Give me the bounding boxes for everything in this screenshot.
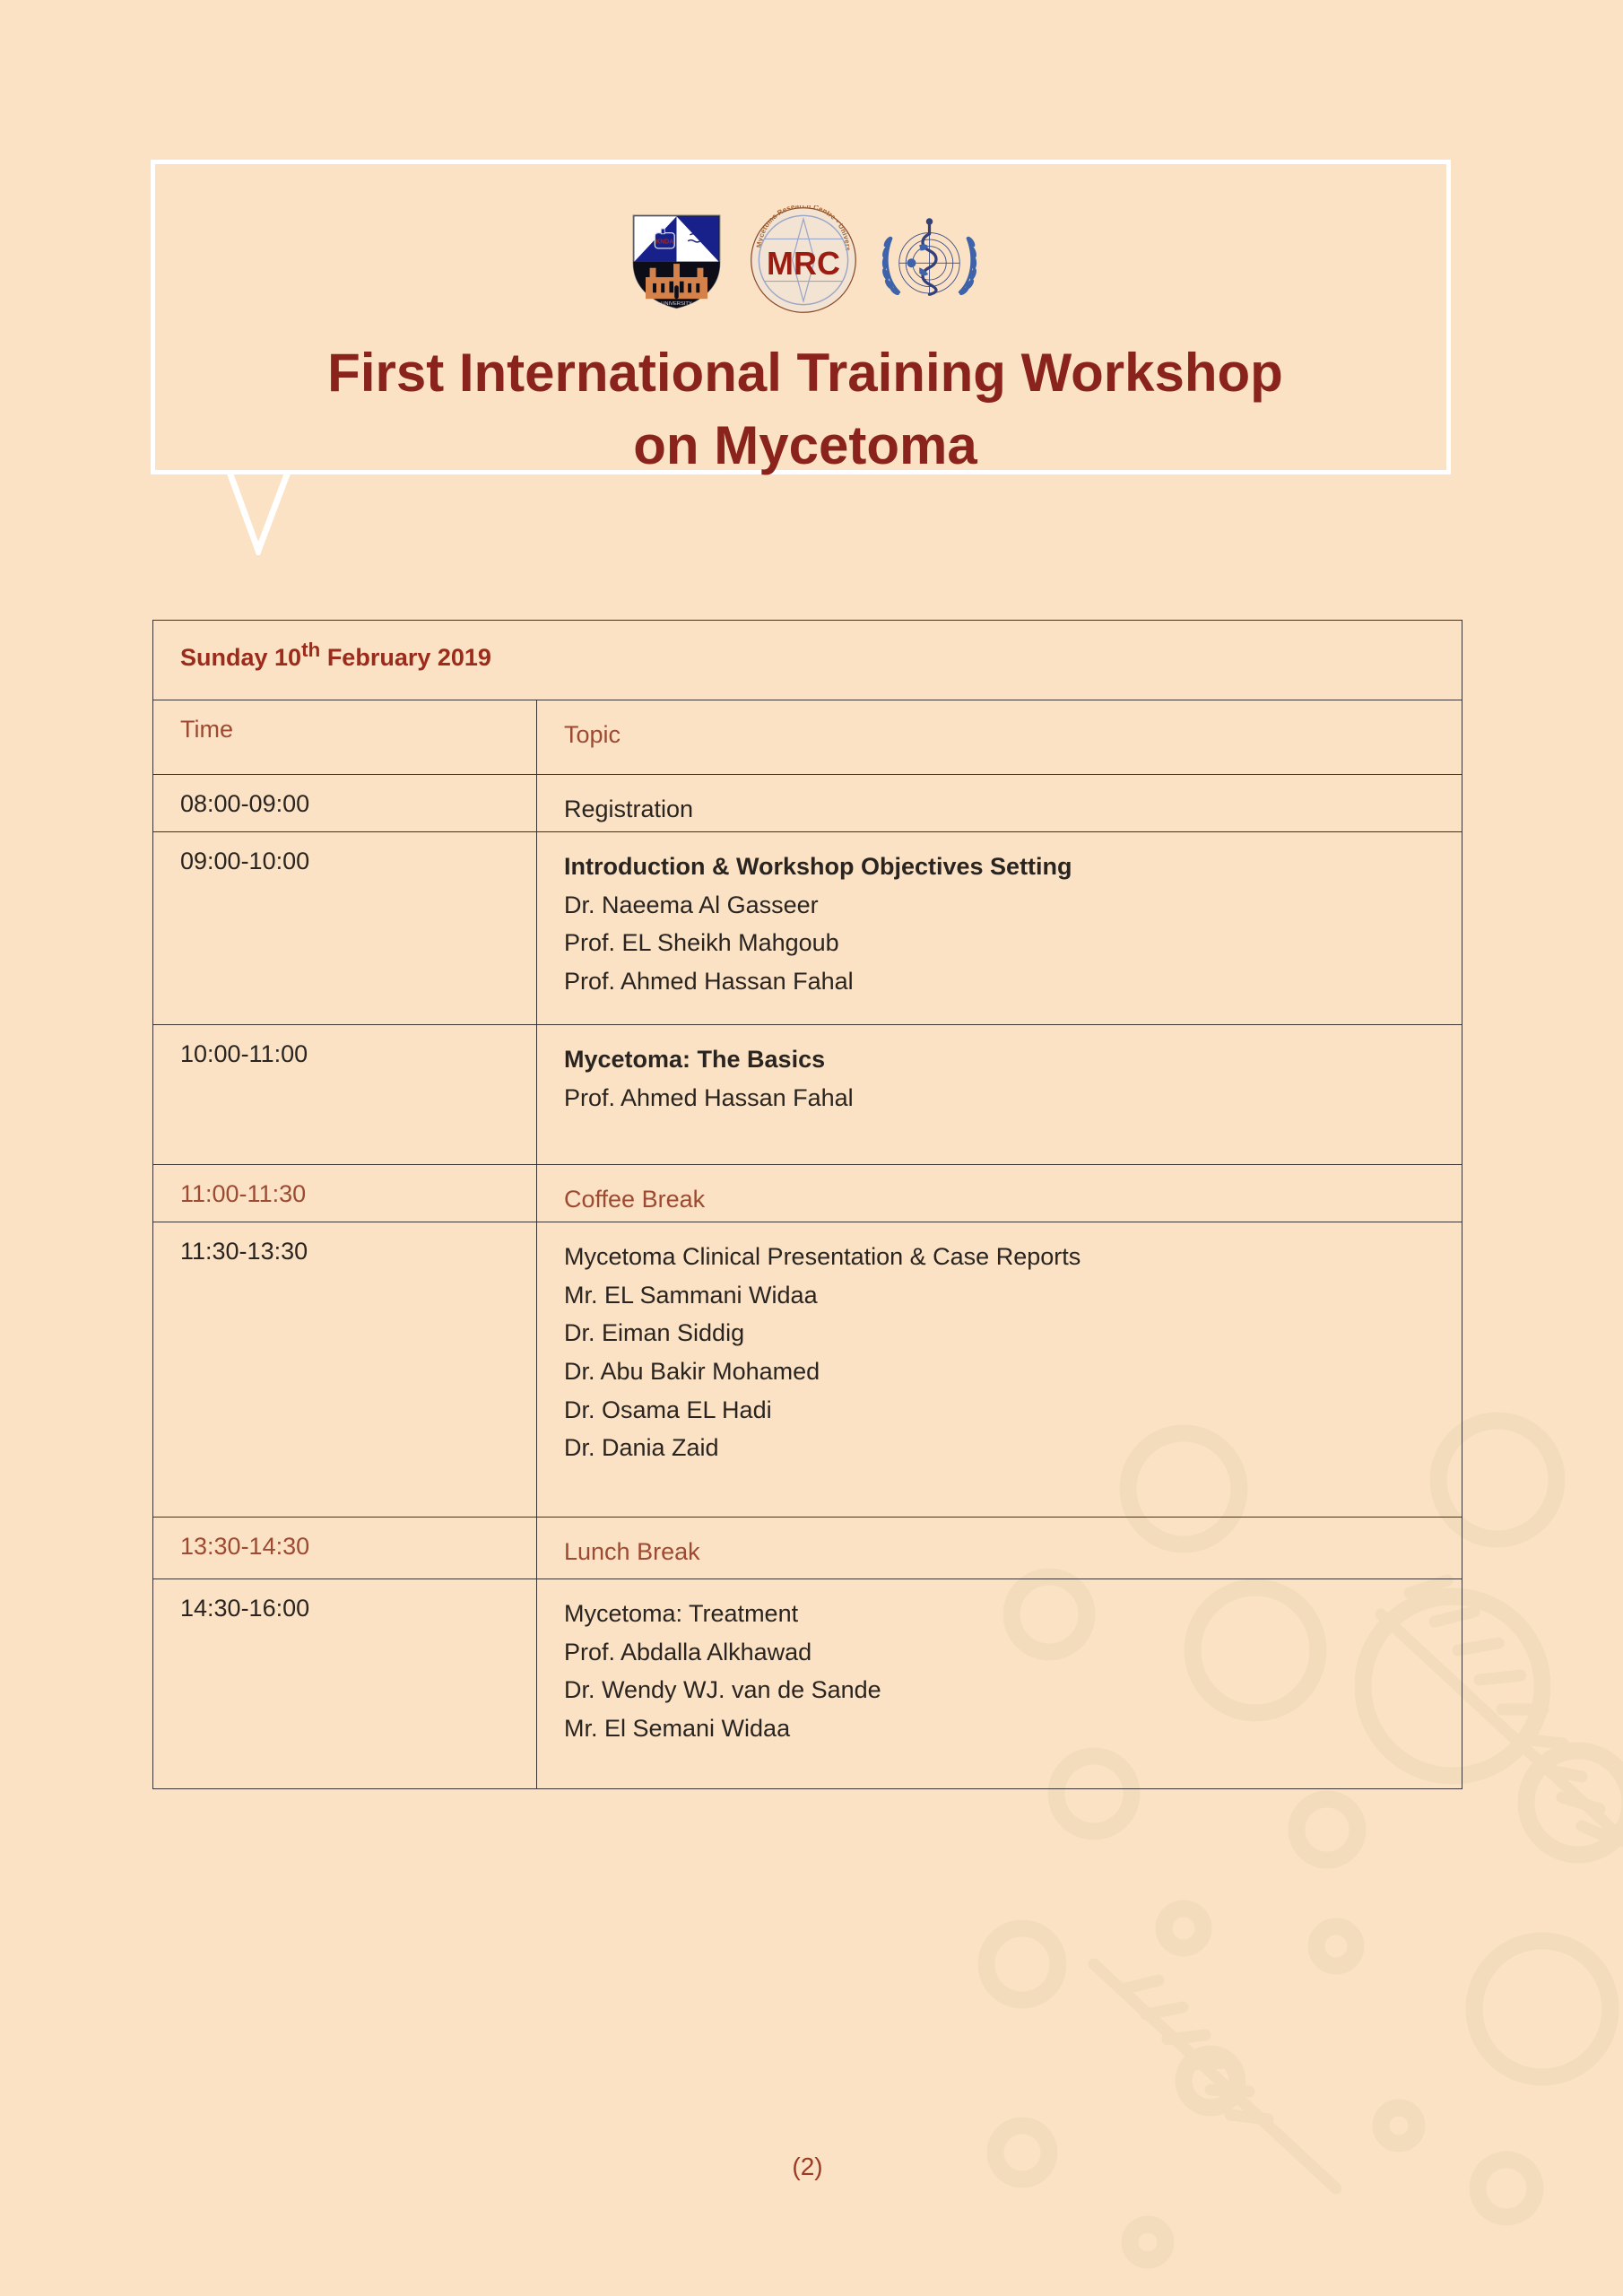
svg-text:KNDA: KNDA	[655, 239, 673, 246]
svg-text:MRC: MRC	[767, 245, 840, 282]
svg-text:UNIVERSITY: UNIVERSITY	[661, 301, 692, 307]
